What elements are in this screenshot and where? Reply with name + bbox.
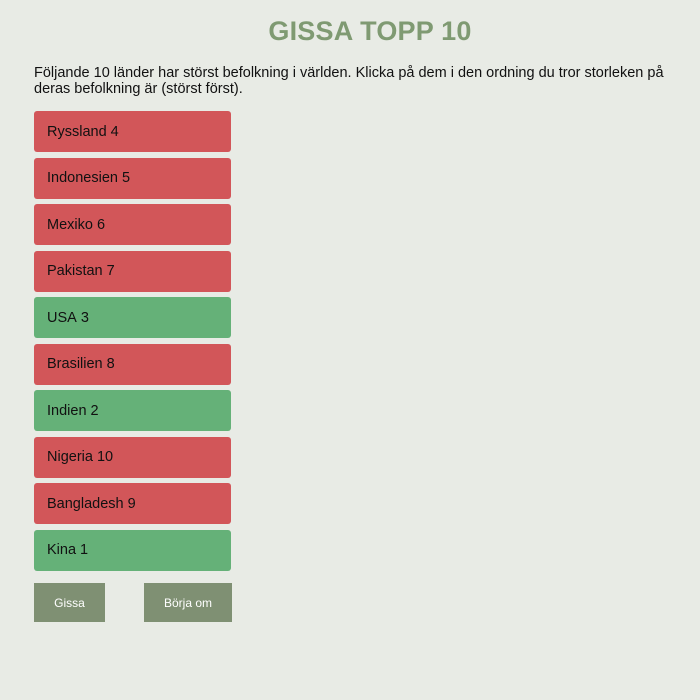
country-item[interactable]: Indien 2 [34,390,231,431]
country-item[interactable]: Brasilien 8 [34,343,231,385]
country-rank: 7 [106,263,115,279]
country-name: Ryssland [47,123,107,140]
country-rank: 2 [90,402,99,419]
country-list: Ryssland 4 Indonesien 5 Mexiko 6 Pakista… [34,111,231,576]
country-name: Nigeria [47,449,93,465]
country-name: Brasilien [47,356,103,372]
country-rank: 1 [80,542,89,558]
instructions-text: Följande 10 länder har störst befolkning… [34,65,664,97]
country-rank: 4 [110,123,119,140]
country-item[interactable]: Nigeria 10 [34,436,231,478]
country-rank: 9 [127,495,136,512]
country-name: Indien [47,402,87,419]
country-rank: 3 [80,309,89,326]
country-rank: 6 [96,216,106,233]
country-rank: 5 [121,170,131,186]
restart-button[interactable]: Börja om [144,583,232,622]
country-item[interactable]: Pakistan 7 [34,250,231,292]
country-name: USA [47,309,77,326]
country-rank: 8 [106,356,115,372]
country-item[interactable]: Bangladesh 9 [34,483,231,524]
country-item[interactable]: Kina 1 [34,529,231,571]
country-item[interactable]: Mexiko 6 [34,204,231,245]
country-item[interactable]: USA 3 [34,297,231,338]
country-rank: 10 [96,449,114,465]
guess-button[interactable]: Gissa [34,583,105,622]
country-item[interactable]: Indonesien 5 [34,157,231,199]
country-name: Kina [47,542,77,558]
page-title: GISSA TOPP 10 [268,16,472,46]
country-name: Indonesien [47,170,118,186]
country-name: Mexiko [47,216,93,233]
country-name: Pakistan [47,263,103,279]
country-item[interactable]: Ryssland 4 [34,111,231,152]
country-name: Bangladesh [47,495,124,512]
